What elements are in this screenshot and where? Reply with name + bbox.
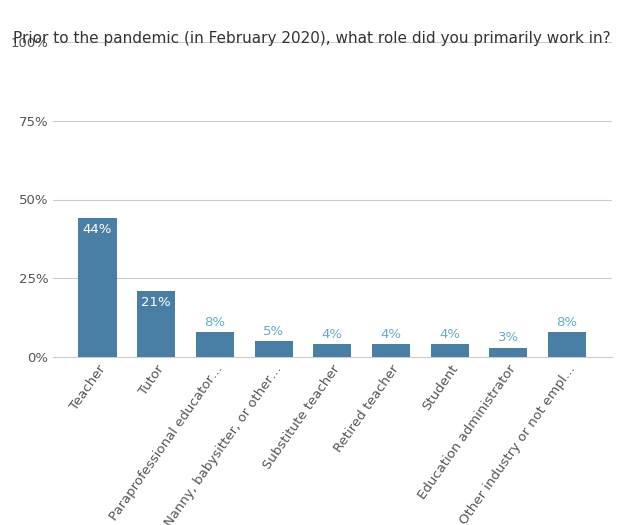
Text: Prior to the pandemic (in February 2020), what role did you primarily work in?: Prior to the pandemic (in February 2020)… (13, 32, 611, 47)
Bar (196, 332, 234, 357)
Text: 5%: 5% (263, 325, 284, 338)
Text: 3%: 3% (498, 331, 519, 344)
Text: 4%: 4% (439, 328, 460, 341)
Bar (372, 344, 410, 357)
Bar (137, 291, 175, 357)
Bar (548, 332, 586, 357)
Text: 4%: 4% (322, 328, 343, 341)
Text: 8%: 8% (205, 316, 225, 329)
Bar (255, 341, 293, 357)
Bar (431, 344, 469, 357)
Text: 4%: 4% (381, 328, 401, 341)
Text: 21%: 21% (142, 296, 171, 309)
Text: 44%: 44% (83, 223, 112, 236)
Bar (489, 348, 527, 357)
Bar (313, 344, 351, 357)
Bar (79, 218, 117, 357)
Text: 8%: 8% (557, 316, 578, 329)
